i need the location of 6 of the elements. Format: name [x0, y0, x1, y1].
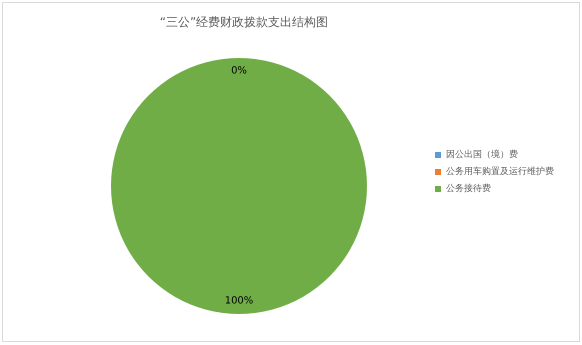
text: 0%	[231, 65, 247, 76]
legend-label: 公务用车购置及运行维护费	[446, 166, 554, 177]
legend-label: 公务接待费	[446, 183, 491, 194]
chart-title: “三公”经费财政拨款支出结构图	[160, 15, 328, 29]
data-label: 100%	[224, 296, 254, 307]
legend-label: 因公出国（境）费	[446, 149, 518, 160]
